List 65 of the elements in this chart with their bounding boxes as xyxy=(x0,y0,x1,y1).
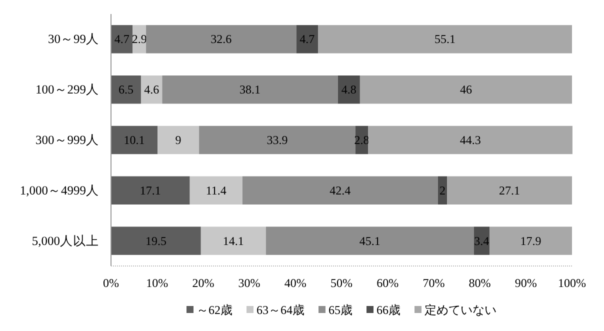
bar xyxy=(447,176,572,205)
bar xyxy=(360,75,572,104)
data-label: 17.1 xyxy=(140,183,161,198)
data-label: 9 xyxy=(175,133,182,147)
bar xyxy=(111,226,201,255)
legend-label: 65歳 xyxy=(328,303,352,317)
bar xyxy=(162,75,338,104)
data-label: 14.1 xyxy=(222,234,244,248)
bar xyxy=(266,226,474,255)
bar xyxy=(111,75,141,104)
bar xyxy=(368,126,572,154)
data-label: 44.3 xyxy=(460,133,481,147)
data-label: 27.1 xyxy=(499,183,520,198)
y-tick-label: 100～299人 xyxy=(36,82,99,97)
data-label: 6.5 xyxy=(118,82,134,97)
data-label: 38.1 xyxy=(239,82,260,97)
bar xyxy=(296,25,318,54)
x-tick-label: 40% xyxy=(284,276,306,290)
data-label: 4.6 xyxy=(144,82,160,97)
legend-label: 定めていない xyxy=(424,303,496,317)
data-label: 32.6 xyxy=(210,32,232,46)
y-tick-label: 30～99人 xyxy=(48,32,99,46)
bar xyxy=(318,25,572,54)
data-label: 3.4 xyxy=(474,234,490,248)
bar xyxy=(146,25,296,54)
bar xyxy=(111,126,158,154)
data-label: 4.7 xyxy=(300,32,315,46)
y-tick-label: 1,000～4999人 xyxy=(20,183,99,198)
data-label: 19.5 xyxy=(145,234,166,248)
bar xyxy=(111,25,133,54)
data-label: 10.1 xyxy=(124,133,145,147)
legend-label: 66歳 xyxy=(376,303,400,317)
data-label: 42.4 xyxy=(330,183,351,198)
data-label: 45.1 xyxy=(359,234,380,248)
legend-label: 63～64歳 xyxy=(256,303,304,317)
x-tick-label: 30% xyxy=(238,276,260,290)
data-label: 4.7 xyxy=(114,32,130,46)
x-tick-label: 60% xyxy=(376,276,399,290)
bar xyxy=(190,176,242,205)
data-label: 11.4 xyxy=(206,183,226,198)
bar xyxy=(199,126,356,154)
x-tick-label: 20% xyxy=(192,276,214,290)
x-tick-label: 70% xyxy=(422,276,445,290)
legend-label: ～62歳 xyxy=(196,303,232,317)
bar xyxy=(111,176,190,205)
data-label: 17.9 xyxy=(520,234,542,248)
bar xyxy=(242,176,438,205)
x-tick-label: 10% xyxy=(146,276,168,290)
bar xyxy=(158,126,200,154)
x-tick-label: 90% xyxy=(514,276,537,290)
data-label: 2 xyxy=(439,183,446,198)
x-tick-label: 0% xyxy=(103,276,119,290)
bar xyxy=(200,226,266,255)
x-tick-label: 80% xyxy=(468,276,491,290)
y-tick-label: 5,000人以上 xyxy=(32,234,99,248)
data-label: 55.1 xyxy=(434,32,456,46)
data-label: 4.8 xyxy=(341,82,356,97)
data-label: 33.9 xyxy=(266,133,288,147)
bar xyxy=(489,226,572,255)
bar xyxy=(338,75,360,104)
x-tick-label: 50% xyxy=(330,276,352,290)
x-tick-label: 100% xyxy=(558,276,586,290)
y-tick-label: 300～999人 xyxy=(36,133,99,147)
data-label: 2.9 xyxy=(132,32,147,46)
data-label: 46 xyxy=(460,82,472,97)
